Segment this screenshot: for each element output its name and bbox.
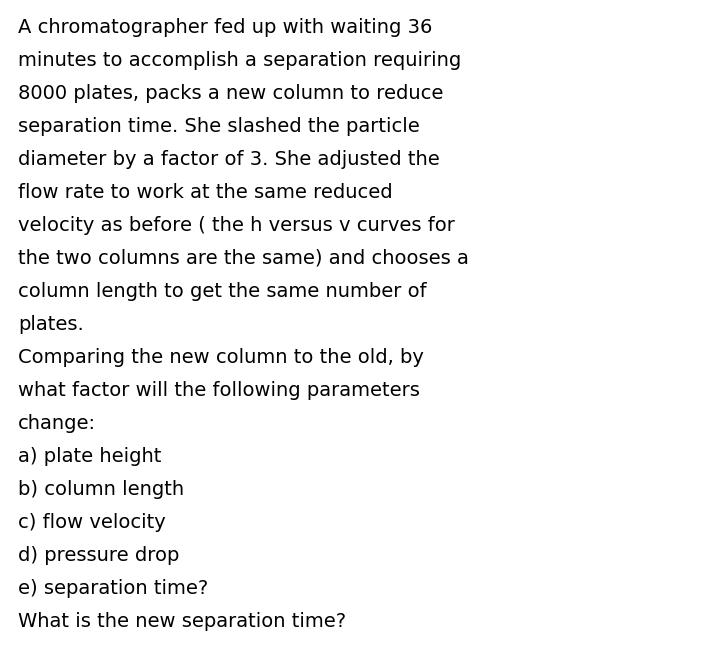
Text: e) separation time?: e) separation time? <box>18 579 208 598</box>
Text: minutes to accomplish a separation requiring: minutes to accomplish a separation requi… <box>18 51 462 70</box>
Text: flow rate to work at the same reduced: flow rate to work at the same reduced <box>18 183 392 202</box>
Text: d) pressure drop: d) pressure drop <box>18 546 179 565</box>
Text: change:: change: <box>18 414 96 433</box>
Text: c) flow velocity: c) flow velocity <box>18 513 166 532</box>
Text: b) column length: b) column length <box>18 480 184 499</box>
Text: A chromatographer fed up with waiting 36: A chromatographer fed up with waiting 36 <box>18 18 433 37</box>
Text: column length to get the same number of: column length to get the same number of <box>18 282 427 301</box>
Text: separation time. She slashed the particle: separation time. She slashed the particl… <box>18 117 420 136</box>
Text: velocity as before ( the h versus v curves for: velocity as before ( the h versus v curv… <box>18 216 455 235</box>
Text: 8000 plates, packs a new column to reduce: 8000 plates, packs a new column to reduc… <box>18 84 444 103</box>
Text: plates.: plates. <box>18 315 84 334</box>
Text: the two columns are the same) and chooses a: the two columns are the same) and choose… <box>18 249 469 268</box>
Text: What is the new separation time?: What is the new separation time? <box>18 612 346 631</box>
Text: a) plate height: a) plate height <box>18 447 161 466</box>
Text: Comparing the new column to the old, by: Comparing the new column to the old, by <box>18 348 424 367</box>
Text: what factor will the following parameters: what factor will the following parameter… <box>18 381 420 400</box>
Text: diameter by a factor of 3. She adjusted the: diameter by a factor of 3. She adjusted … <box>18 150 440 169</box>
